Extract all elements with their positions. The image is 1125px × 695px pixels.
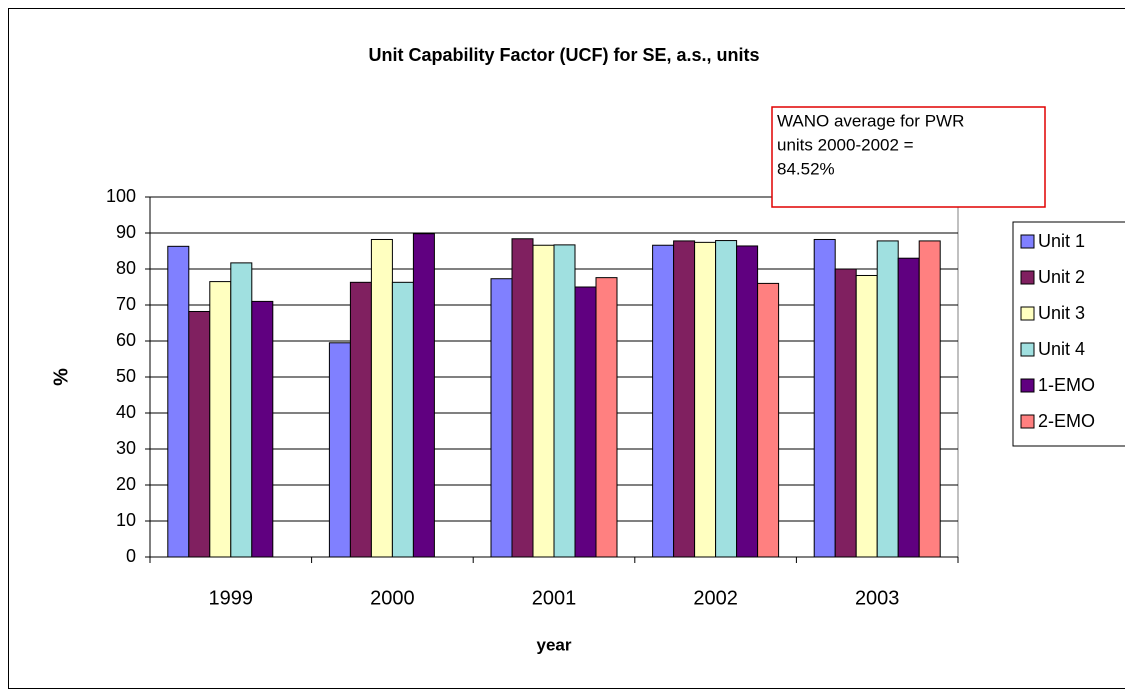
bar <box>412 233 435 558</box>
annotation-text: units 2000-2002 = <box>777 135 914 154</box>
x-tick-label: 2003 <box>855 587 900 609</box>
legend-swatch <box>1020 306 1035 321</box>
legend-swatch <box>1020 414 1035 429</box>
y-tick-label: 100 <box>106 186 136 206</box>
y-tick-label: 10 <box>116 510 136 530</box>
legend-label: Unit 4 <box>1038 339 1085 359</box>
bar <box>736 245 759 558</box>
bar <box>511 238 534 558</box>
bar <box>188 310 211 558</box>
legend-label: Unit 1 <box>1038 231 1085 251</box>
x-tick-label: 2002 <box>693 587 738 609</box>
bar <box>694 241 717 558</box>
x-axis-label: year <box>537 635 572 654</box>
legend-label: 1-EMO <box>1038 375 1095 395</box>
bar <box>370 238 393 558</box>
bar <box>209 281 232 558</box>
y-tick-label: 0 <box>126 546 136 566</box>
legend-box <box>1012 221 1125 447</box>
bar <box>595 277 618 558</box>
bar <box>757 282 780 558</box>
bar <box>230 262 253 558</box>
y-tick-label: 50 <box>116 366 136 386</box>
legend-swatch <box>1020 270 1035 285</box>
legend-swatch <box>1020 378 1035 393</box>
y-tick-label: 60 <box>116 330 136 350</box>
bar <box>897 257 920 558</box>
bar <box>553 244 576 558</box>
x-tick-label: 2001 <box>532 587 577 609</box>
y-tick-label: 40 <box>116 402 136 422</box>
bar <box>673 240 696 558</box>
annotation-text: 84.52% <box>777 159 835 178</box>
x-tick-label: 2000 <box>370 587 415 609</box>
legend-label: Unit 2 <box>1038 267 1085 287</box>
bar <box>876 240 899 558</box>
annotation-box <box>771 106 1046 208</box>
chart-title: Unit Capability Factor (UCF) for SE, a.s… <box>368 45 759 65</box>
bar <box>251 300 274 558</box>
bar <box>532 244 555 558</box>
legend-label: Unit 3 <box>1038 303 1085 323</box>
bar <box>574 286 597 558</box>
legend-swatch <box>1020 234 1035 249</box>
bar <box>918 240 941 558</box>
legend-swatch <box>1020 342 1035 357</box>
y-tick-label: 80 <box>116 258 136 278</box>
y-tick-label: 20 <box>116 474 136 494</box>
x-tick-label: 1999 <box>209 587 254 609</box>
y-tick-label: 70 <box>116 294 136 314</box>
bar <box>715 240 738 558</box>
y-tick-label: 30 <box>116 438 136 458</box>
legend-label: 2-EMO <box>1038 411 1095 431</box>
bar <box>652 244 675 558</box>
bar <box>349 281 372 558</box>
bar <box>328 342 351 558</box>
bar <box>855 274 878 558</box>
y-tick-label: 90 <box>116 222 136 242</box>
y-axis-label: % <box>50 368 72 386</box>
bar <box>490 278 513 558</box>
bar <box>813 238 836 558</box>
bar <box>167 245 190 558</box>
bar <box>391 281 414 558</box>
annotation-text: WANO average for PWR <box>777 111 964 130</box>
bar <box>834 268 857 558</box>
